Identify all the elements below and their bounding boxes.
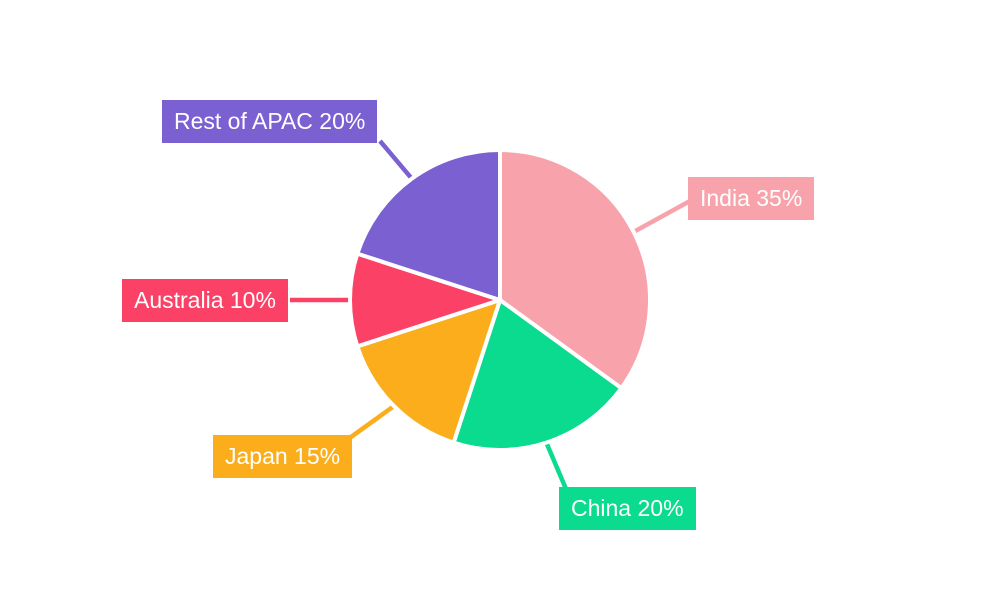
pie-slice-india [498, 148, 652, 391]
pie-label-australia: Australia 10% [122, 279, 288, 322]
leader-line-china [544, 441, 569, 490]
leader-line-india [632, 199, 692, 234]
leader-line-japan [349, 404, 396, 439]
pie-slice-china [451, 298, 624, 452]
pie-label-china: China 20% [559, 487, 696, 530]
leader-lines-group [290, 139, 692, 490]
pie-label-rest-of-apac: Rest of APAC 20% [162, 100, 378, 143]
leader-line-rest-of-apac [378, 139, 414, 181]
pie-slices-group [348, 148, 652, 452]
pie-slice-australia [348, 251, 502, 349]
pie-slice-rest-of-apac [355, 148, 502, 302]
pie-label-japan: Japan 15% [213, 435, 353, 478]
pie-label-india: India 35% [688, 177, 815, 220]
